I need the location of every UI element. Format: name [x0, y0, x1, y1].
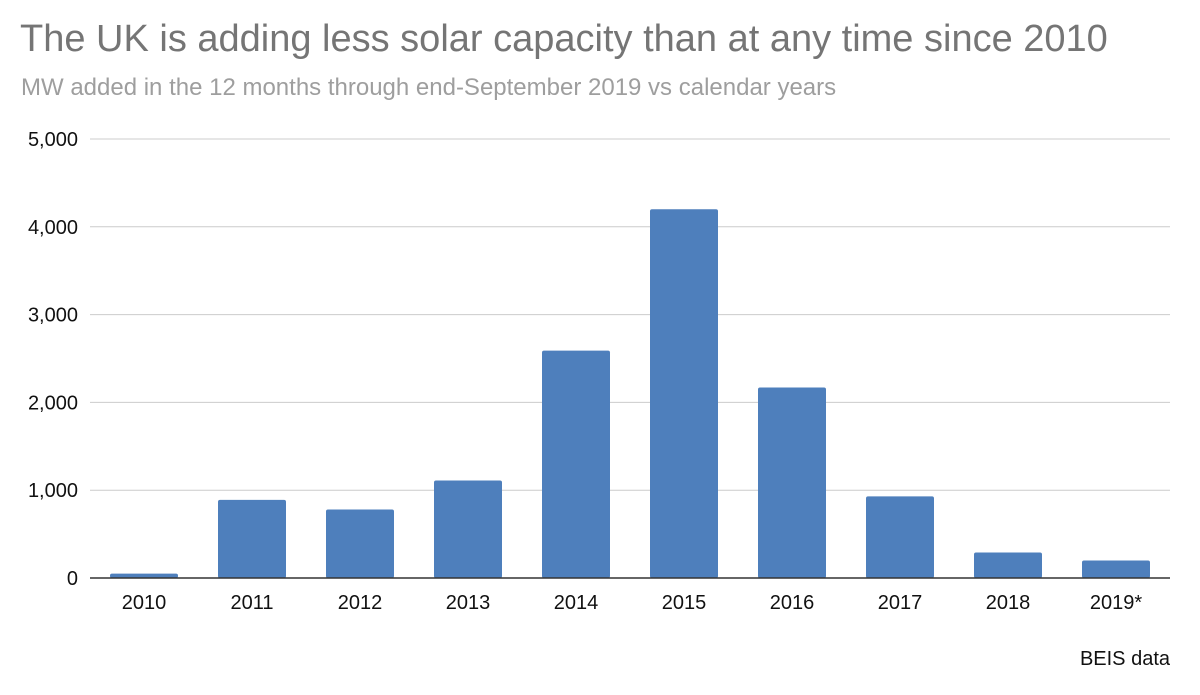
bar-2019*: [1082, 560, 1150, 578]
y-tick-label: 4,000: [28, 217, 78, 239]
bars: [110, 209, 1150, 579]
x-tick-label: 2016: [770, 592, 815, 614]
bar-2015: [650, 209, 718, 579]
x-tick-label: 2011: [230, 592, 273, 614]
y-tick-label: 2,000: [28, 392, 78, 414]
bar-2010: [110, 573, 178, 578]
gridlines: [90, 138, 1170, 491]
x-axis-tick-labels: 2010 2011 2012 2013 2014 2015 2016 2017 2018 2019…: [122, 592, 1143, 614]
y-tick-label: 1,000: [28, 480, 78, 502]
x-tick-label: 2017: [878, 592, 923, 614]
bar-2012: [326, 509, 394, 578]
chart-title: The UK is adding less solar capacity tha…: [20, 18, 1108, 60]
bar-2017: [866, 496, 934, 578]
y-axis-tick-labels: 0 1,000 2,000 3,000 4,000 5,000: [28, 129, 78, 590]
x-tick-label: 2013: [446, 592, 491, 614]
bar-2014: [542, 350, 610, 578]
x-tick-label: 2015: [662, 592, 707, 614]
bar-2018: [974, 552, 1042, 578]
x-tick-label: 2010: [122, 592, 167, 614]
x-tick-label: 2012: [338, 592, 383, 614]
bar-2013: [434, 480, 502, 578]
chart-subtitle: MW added in the 12 months through end-Se…: [21, 74, 837, 101]
y-tick-label: 3,000: [28, 305, 78, 327]
bar-2011: [218, 499, 286, 578]
y-tick-label: 5,000: [28, 129, 78, 151]
x-tick-label: 2019*: [1090, 592, 1142, 614]
source-note: BEIS data: [1079, 648, 1170, 670]
bar-2016: [758, 387, 826, 578]
y-tick-label: 0: [67, 568, 78, 590]
x-tick-label: 2018: [986, 592, 1031, 614]
x-tick-label: 2014: [554, 592, 599, 614]
